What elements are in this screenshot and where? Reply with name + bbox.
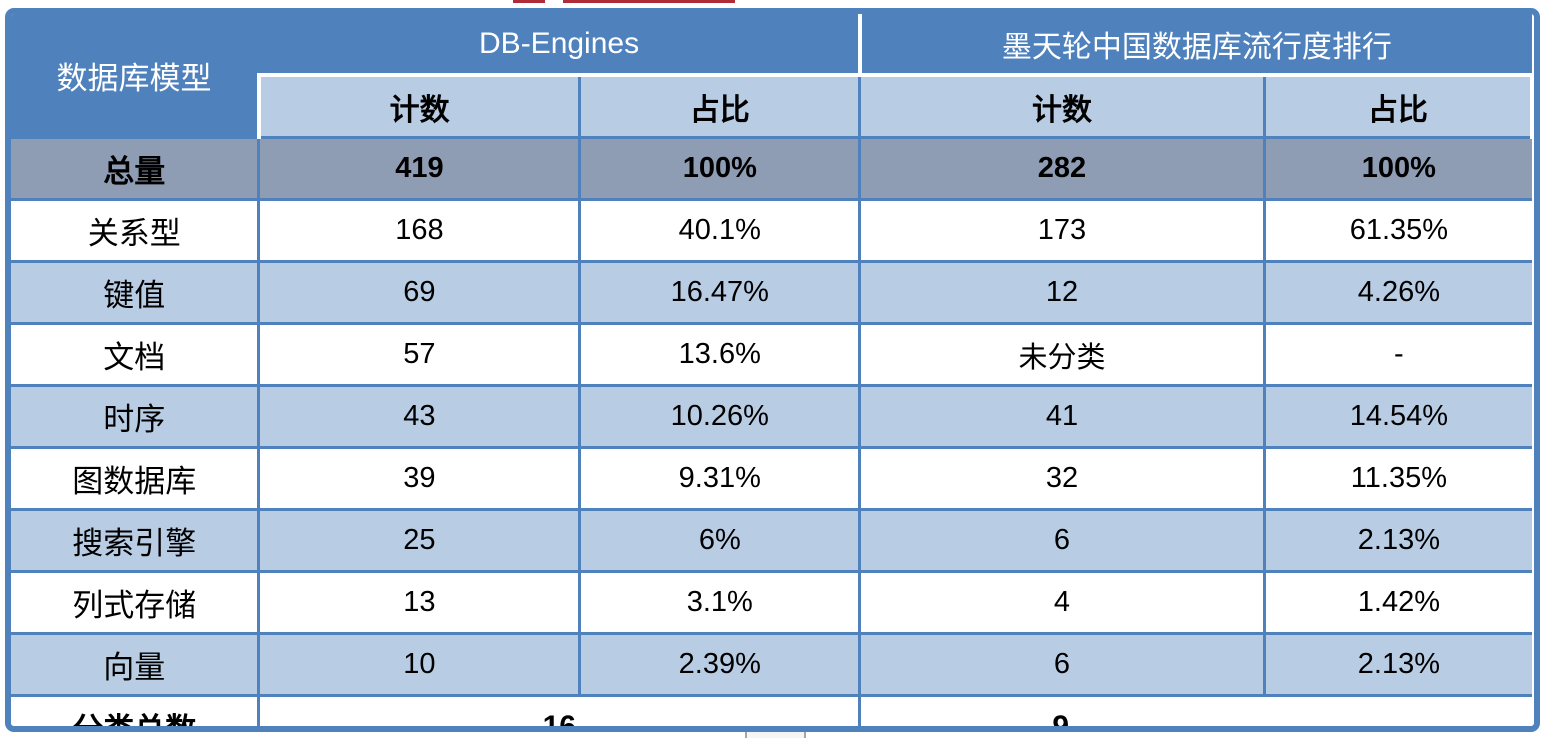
row-label: 关系型 xyxy=(11,198,261,263)
row-label: 向量 xyxy=(11,632,261,697)
cell-db-count: 13 xyxy=(257,570,582,635)
modb-category-total-value: 9 xyxy=(1052,709,1070,732)
cell-modb-count: 6 xyxy=(858,632,1266,697)
comparison-table: 数据库模型 DB-Engines 墨天轮中国数据库流行度排行 计数 占比 计数 … xyxy=(11,14,1534,732)
table-row-key-value: 键值 69 16.47% 12 4.26% xyxy=(11,260,1532,325)
row-label: 列式存储 xyxy=(11,570,261,635)
cell-db-count: 419 xyxy=(257,136,582,201)
cell-db-share: 3.1% xyxy=(578,570,862,635)
cell-db-count: 39 xyxy=(257,446,582,511)
cell-modb-share: 14.54% xyxy=(1262,384,1532,449)
cell-db-share: 2.39% xyxy=(578,632,862,697)
cell-modb-share: 100% xyxy=(1262,136,1532,201)
cell-modb-share: 2.13% xyxy=(1262,632,1532,697)
table-row-search-engine: 搜索引擎 25 6% 6 2.13% xyxy=(11,508,1532,573)
row-label: 图数据库 xyxy=(11,446,261,511)
row-label: 分类总数 xyxy=(11,694,261,726)
header-row-subcolumns: 计数 占比 计数 占比 xyxy=(11,73,1534,139)
cell-db-share: 13.6% xyxy=(578,322,862,387)
cell-db-count: 57 xyxy=(257,322,582,387)
subheader-modb-share: 占比 xyxy=(1262,73,1534,139)
cell-db-count: 43 xyxy=(257,384,582,449)
cell-db-count: 10 xyxy=(257,632,582,697)
table-row-time-series: 时序 43 10.26% 41 14.54% xyxy=(11,384,1532,449)
cell-modb-count: 173 xyxy=(858,198,1266,263)
row-label: 文档 xyxy=(11,322,261,387)
row-label: 时序 xyxy=(11,384,261,449)
row-label: 总量 xyxy=(11,136,261,201)
subheader-modb-count: 计数 xyxy=(858,73,1266,139)
table-row-category-totals: 分类总数 16 9 xyxy=(11,694,1532,732)
cell-modb-count: 6 xyxy=(858,508,1266,573)
cell-db-count: 25 xyxy=(257,508,582,573)
cell-modb-count: 32 xyxy=(858,446,1266,511)
cell-modb-share: 4.26% xyxy=(1262,260,1532,325)
subheader-db-share: 占比 xyxy=(578,73,862,139)
table-row-relational: 关系型 168 40.1% 173 61.35% xyxy=(11,198,1532,263)
cell-modb-count: 282 xyxy=(858,136,1266,201)
cell-modb-category-total: 9 xyxy=(858,694,1532,732)
cell-db-category-total: 16 xyxy=(257,694,862,726)
cropped-red-underline-right xyxy=(563,0,735,3)
table-row-vector: 向量 10 2.39% 6 2.13% xyxy=(11,632,1532,697)
group-header-db-engines: DB-Engines xyxy=(257,14,862,77)
cell-db-count: 69 xyxy=(257,260,582,325)
cell-db-share: 40.1% xyxy=(578,198,862,263)
group-header-modb-ranking: 墨天轮中国数据库流行度排行 xyxy=(857,14,1532,77)
cell-modb-share: 2.13% xyxy=(1262,508,1532,573)
table-row-total: 总量 419 100% 282 100% xyxy=(11,136,1532,201)
cell-modb-share: 61.35% xyxy=(1262,198,1532,263)
cell-modb-count: 未分类 xyxy=(858,322,1266,387)
cell-db-share: 9.31% xyxy=(578,446,862,511)
cell-db-share: 100% xyxy=(578,136,862,201)
cell-modb-count: 12 xyxy=(858,260,1266,325)
table-row-graph: 图数据库 39 9.31% 32 11.35% xyxy=(11,446,1532,511)
cell-db-share: 6% xyxy=(578,508,862,573)
subheader-db-count: 计数 xyxy=(256,73,582,139)
row-label: 键值 xyxy=(11,260,261,325)
row-label: 搜索引擎 xyxy=(11,508,261,573)
cell-modb-share: - xyxy=(1262,322,1532,387)
cell-db-share: 10.26% xyxy=(578,384,862,449)
cell-modb-share: 11.35% xyxy=(1262,446,1532,511)
cell-modb-count: 41 xyxy=(858,384,1266,449)
cell-modb-share: 1.42% xyxy=(1262,570,1532,635)
cropped-cell-artifact xyxy=(745,732,806,738)
cell-db-share: 16.47% xyxy=(578,260,862,325)
cell-modb-count: 4 xyxy=(858,570,1266,635)
cropped-red-underline-left xyxy=(513,0,545,3)
database-model-comparison-table: 数据库模型 DB-Engines 墨天轮中国数据库流行度排行 计数 占比 计数 … xyxy=(5,8,1540,732)
table-row-columnar: 列式存储 13 3.1% 4 1.42% xyxy=(11,570,1532,635)
cell-db-count: 168 xyxy=(257,198,582,263)
corner-header-database-model: 数据库模型 xyxy=(11,14,261,139)
table-row-document: 文档 57 13.6% 未分类 - xyxy=(11,322,1532,387)
header-row-groups: 数据库模型 DB-Engines 墨天轮中国数据库流行度排行 xyxy=(11,14,1532,139)
